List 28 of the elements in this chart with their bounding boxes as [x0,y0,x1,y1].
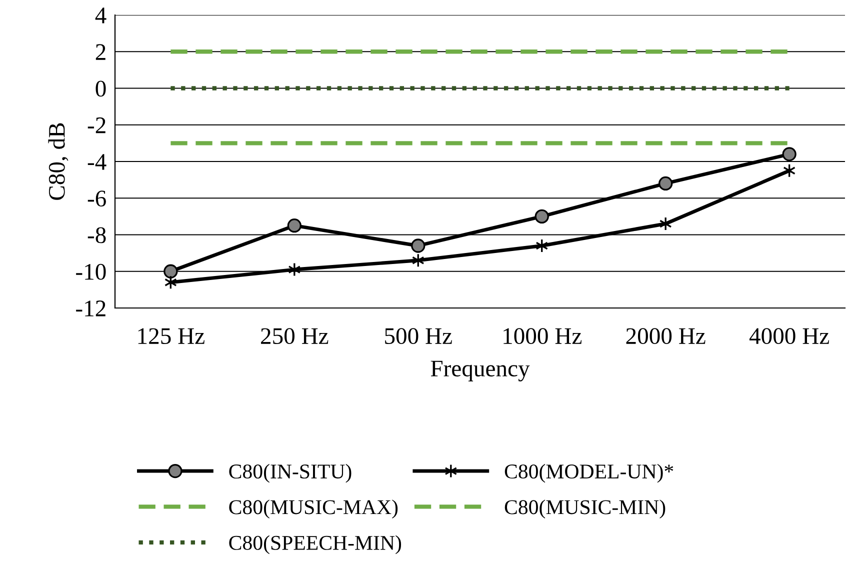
y-tick-label: 0 [96,80,106,97]
y-tick-label: -4 [88,154,106,170]
point [534,209,549,224]
x-tick-label: 500 Hz [385,328,452,344]
y-tick-label: 2 [96,44,106,60]
legend-label: C80(SPEECH-MIN) [229,535,402,554]
legend-label: C80(MODEL-UN)* [504,464,674,483]
y-axis-title: C80, dB [48,123,68,200]
x-tick-label: 2000 Hz [626,328,706,344]
point [164,264,178,278]
y-tick-label: -2 [88,117,106,134]
legend-label: C80(MUSIC-MAX) [229,500,398,518]
point [782,147,796,162]
y-tick-label: -6 [88,190,106,207]
y-tick-label: 4 [95,8,106,24]
x-tick-label: 4000 Hz [749,328,829,344]
x-tick-label: 1000 Hz [504,328,582,344]
point [287,218,302,233]
point [411,238,426,253]
y-tick-label: -8 [88,227,106,244]
legend-label: C80(MUSIC-MIN) [504,500,666,518]
y-tick-label: -10 [76,264,106,280]
x-tick-label: 125 Hz [138,328,204,344]
y-tick-label: -12 [76,300,106,316]
legend-label: C80(IN-SITU) [229,464,352,483]
x-tick-label: 250 Hz [261,328,328,344]
x-axis-title: Frequency [430,360,530,382]
point [658,176,673,191]
